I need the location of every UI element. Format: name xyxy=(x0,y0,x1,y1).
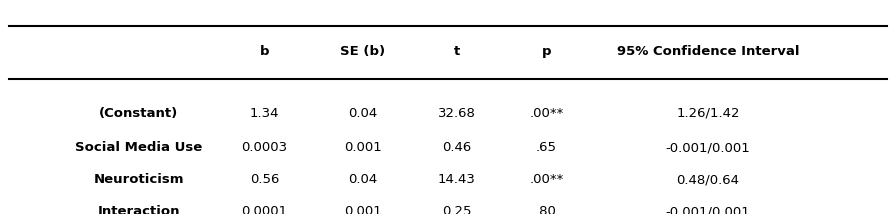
Text: 0.04: 0.04 xyxy=(349,173,377,186)
Text: t: t xyxy=(454,45,460,58)
Text: SE (b): SE (b) xyxy=(340,45,385,58)
Text: 0.0003: 0.0003 xyxy=(241,141,288,154)
Text: 1.26/1.42: 1.26/1.42 xyxy=(676,107,739,120)
Text: Social Media Use: Social Media Use xyxy=(75,141,202,154)
Text: 0.46: 0.46 xyxy=(443,141,471,154)
Text: -0.001/0.001: -0.001/0.001 xyxy=(666,205,750,214)
Text: -0.001/0.001: -0.001/0.001 xyxy=(666,141,750,154)
Text: Interaction: Interaction xyxy=(98,205,180,214)
Text: 0.48/0.64: 0.48/0.64 xyxy=(676,173,739,186)
Text: 0.001: 0.001 xyxy=(344,205,382,214)
Text: 0.56: 0.56 xyxy=(250,173,279,186)
Text: 0.04: 0.04 xyxy=(349,107,377,120)
Text: 95% Confidence Interval: 95% Confidence Interval xyxy=(616,45,799,58)
Text: Neuroticism: Neuroticism xyxy=(93,173,185,186)
Text: b: b xyxy=(260,45,269,58)
Text: .00**: .00** xyxy=(530,107,564,120)
Text: 0.25: 0.25 xyxy=(443,205,471,214)
Text: .65: .65 xyxy=(536,141,557,154)
Text: 1.34: 1.34 xyxy=(250,107,279,120)
Text: 32.68: 32.68 xyxy=(438,107,476,120)
Text: .00**: .00** xyxy=(530,173,564,186)
Text: 0.0001: 0.0001 xyxy=(241,205,288,214)
Text: p: p xyxy=(542,45,551,58)
Text: .80: .80 xyxy=(536,205,557,214)
Text: 0.001: 0.001 xyxy=(344,141,382,154)
Text: (Constant): (Constant) xyxy=(99,107,178,120)
Text: 14.43: 14.43 xyxy=(438,173,476,186)
